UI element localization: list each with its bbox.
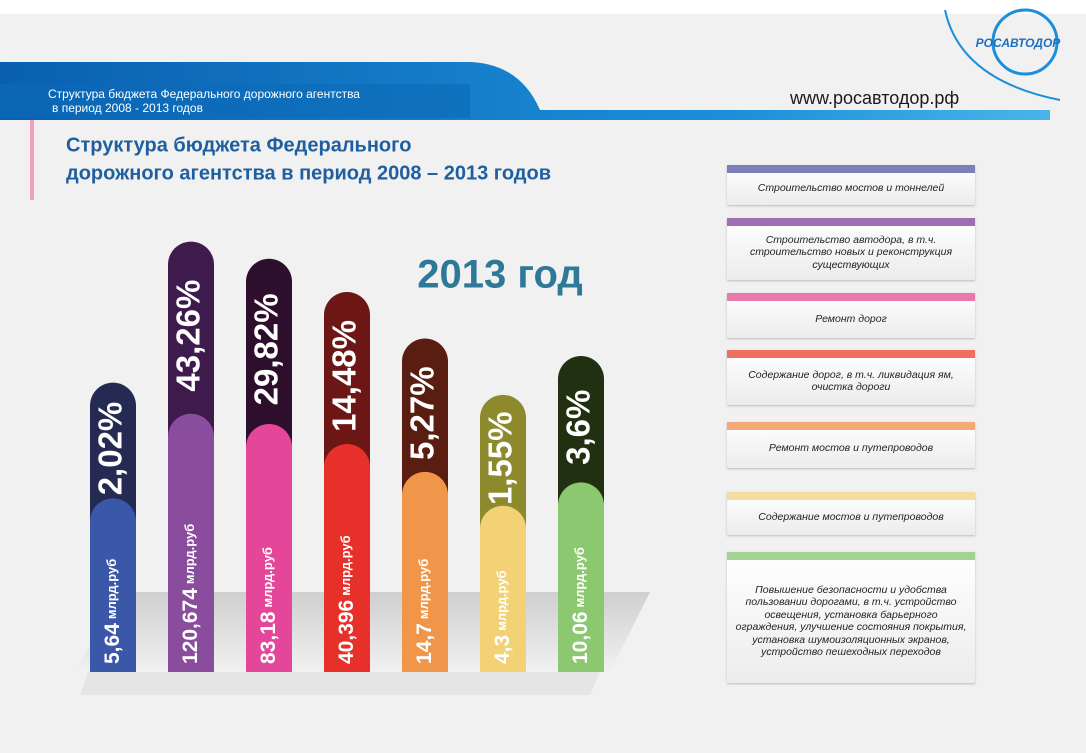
amount-value: 14,7 bbox=[413, 623, 436, 664]
amount-unit: млрд.руб bbox=[104, 559, 119, 619]
percent-label: 2,02% bbox=[92, 402, 129, 496]
legend-swatch bbox=[727, 218, 975, 226]
legend-swatch bbox=[727, 165, 975, 173]
accent-line bbox=[30, 120, 34, 200]
legend-text: Строительство автодора, в т.ч. строитель… bbox=[749, 233, 953, 271]
legend-item: Содержание дорог, в т.ч. ликвидация ям, … bbox=[727, 350, 975, 405]
header-text: в период 2008 - 2013 годов bbox=[52, 101, 203, 115]
percent-label: 1,55% bbox=[482, 411, 519, 505]
amount-label: 83,18 млрд.руб bbox=[257, 547, 280, 664]
amount-unit: млрд.руб bbox=[416, 559, 431, 619]
amount-unit: млрд.руб bbox=[260, 547, 275, 607]
url: www.росавтодор.рф bbox=[789, 88, 959, 108]
bar-bottom bbox=[558, 482, 604, 672]
header-bar bbox=[0, 84, 470, 118]
legend-swatch bbox=[727, 552, 975, 560]
amount-label: 4,3 млрд.руб bbox=[491, 570, 514, 664]
legend-swatch bbox=[727, 492, 975, 500]
bar-bottom bbox=[90, 498, 136, 672]
legend-text: Ремонт мостов и путепроводов bbox=[768, 442, 934, 455]
percent-label: 14,48% bbox=[326, 320, 363, 432]
legend-item: Повышение безопасности и удобства пользо… bbox=[727, 552, 975, 683]
logo-arc bbox=[944, 9, 1061, 101]
floor-shadow bbox=[80, 672, 600, 695]
percent-label: 5,27% bbox=[404, 366, 441, 460]
percent-label: 29,82% bbox=[248, 293, 285, 405]
legend-item: Строительство автодора, в т.ч. строитель… bbox=[727, 218, 975, 280]
amount-value: 10,06 bbox=[569, 611, 592, 664]
bar-bottom bbox=[246, 424, 292, 672]
amount-value: 4,3 bbox=[491, 635, 514, 664]
legend-item: Ремонт мостов и путепроводов bbox=[727, 422, 975, 468]
amount-label: 120,674 млрд.руб bbox=[179, 524, 202, 664]
header-text: Структура бюджета Федерального дорожного… bbox=[48, 87, 360, 101]
chart-subtitle: 2013 год bbox=[417, 253, 583, 297]
amount-unit: млрд.руб bbox=[182, 524, 197, 584]
amount-label: 40,396 млрд.руб bbox=[335, 535, 358, 664]
legend-swatch bbox=[727, 293, 975, 301]
legend-text: Повышение безопасности и удобства пользо… bbox=[735, 583, 967, 659]
amount-value: 5,64 bbox=[101, 623, 124, 664]
amount-unit: млрд.руб bbox=[494, 570, 509, 630]
amount-unit: млрд.руб bbox=[572, 547, 587, 607]
legend-swatch bbox=[727, 422, 975, 430]
amount-label: 5,64 млрд.руб bbox=[101, 559, 124, 664]
bar-bottom bbox=[402, 471, 449, 672]
chart-title: Структура бюджета Федерального bbox=[66, 134, 411, 156]
amount-value: 120,674 bbox=[179, 588, 202, 664]
percent-label: 3,6% bbox=[560, 390, 597, 465]
legend-item: Содержание мостов и путепроводов bbox=[727, 492, 975, 535]
logo-globe bbox=[991, 8, 1059, 76]
legend-text: Ремонт дорог bbox=[815, 312, 887, 325]
chart-title: дорожного агентства в период 2008 – 2013… bbox=[66, 162, 551, 184]
amount-label: 10,06 млрд.руб bbox=[569, 547, 592, 664]
bar-bottom bbox=[324, 443, 370, 672]
legend-item: Ремонт дорог bbox=[727, 293, 975, 338]
amount-value: 40,396 bbox=[335, 600, 358, 664]
legend-text: Содержание дорог, в т.ч. ликвидация ям, … bbox=[748, 368, 954, 394]
bar-bottom bbox=[480, 505, 526, 672]
logo-text: РОСАВТОДОР bbox=[976, 36, 1062, 50]
percent-label: 43,26% bbox=[170, 280, 207, 392]
amount-unit: млрд.руб bbox=[338, 535, 353, 595]
legend-text: Содержание мостов и путепроводов bbox=[758, 510, 944, 523]
top-band bbox=[0, 0, 1086, 14]
bar-bottom bbox=[168, 413, 214, 672]
legend-text: Строительство мостов и тоннелей bbox=[757, 182, 945, 195]
amount-label: 14,7 млрд.руб bbox=[413, 559, 436, 664]
legend-swatch bbox=[727, 350, 975, 358]
amount-value: 83,18 bbox=[257, 611, 280, 664]
legend-item: Строительство мостов и тоннелей bbox=[727, 165, 975, 205]
